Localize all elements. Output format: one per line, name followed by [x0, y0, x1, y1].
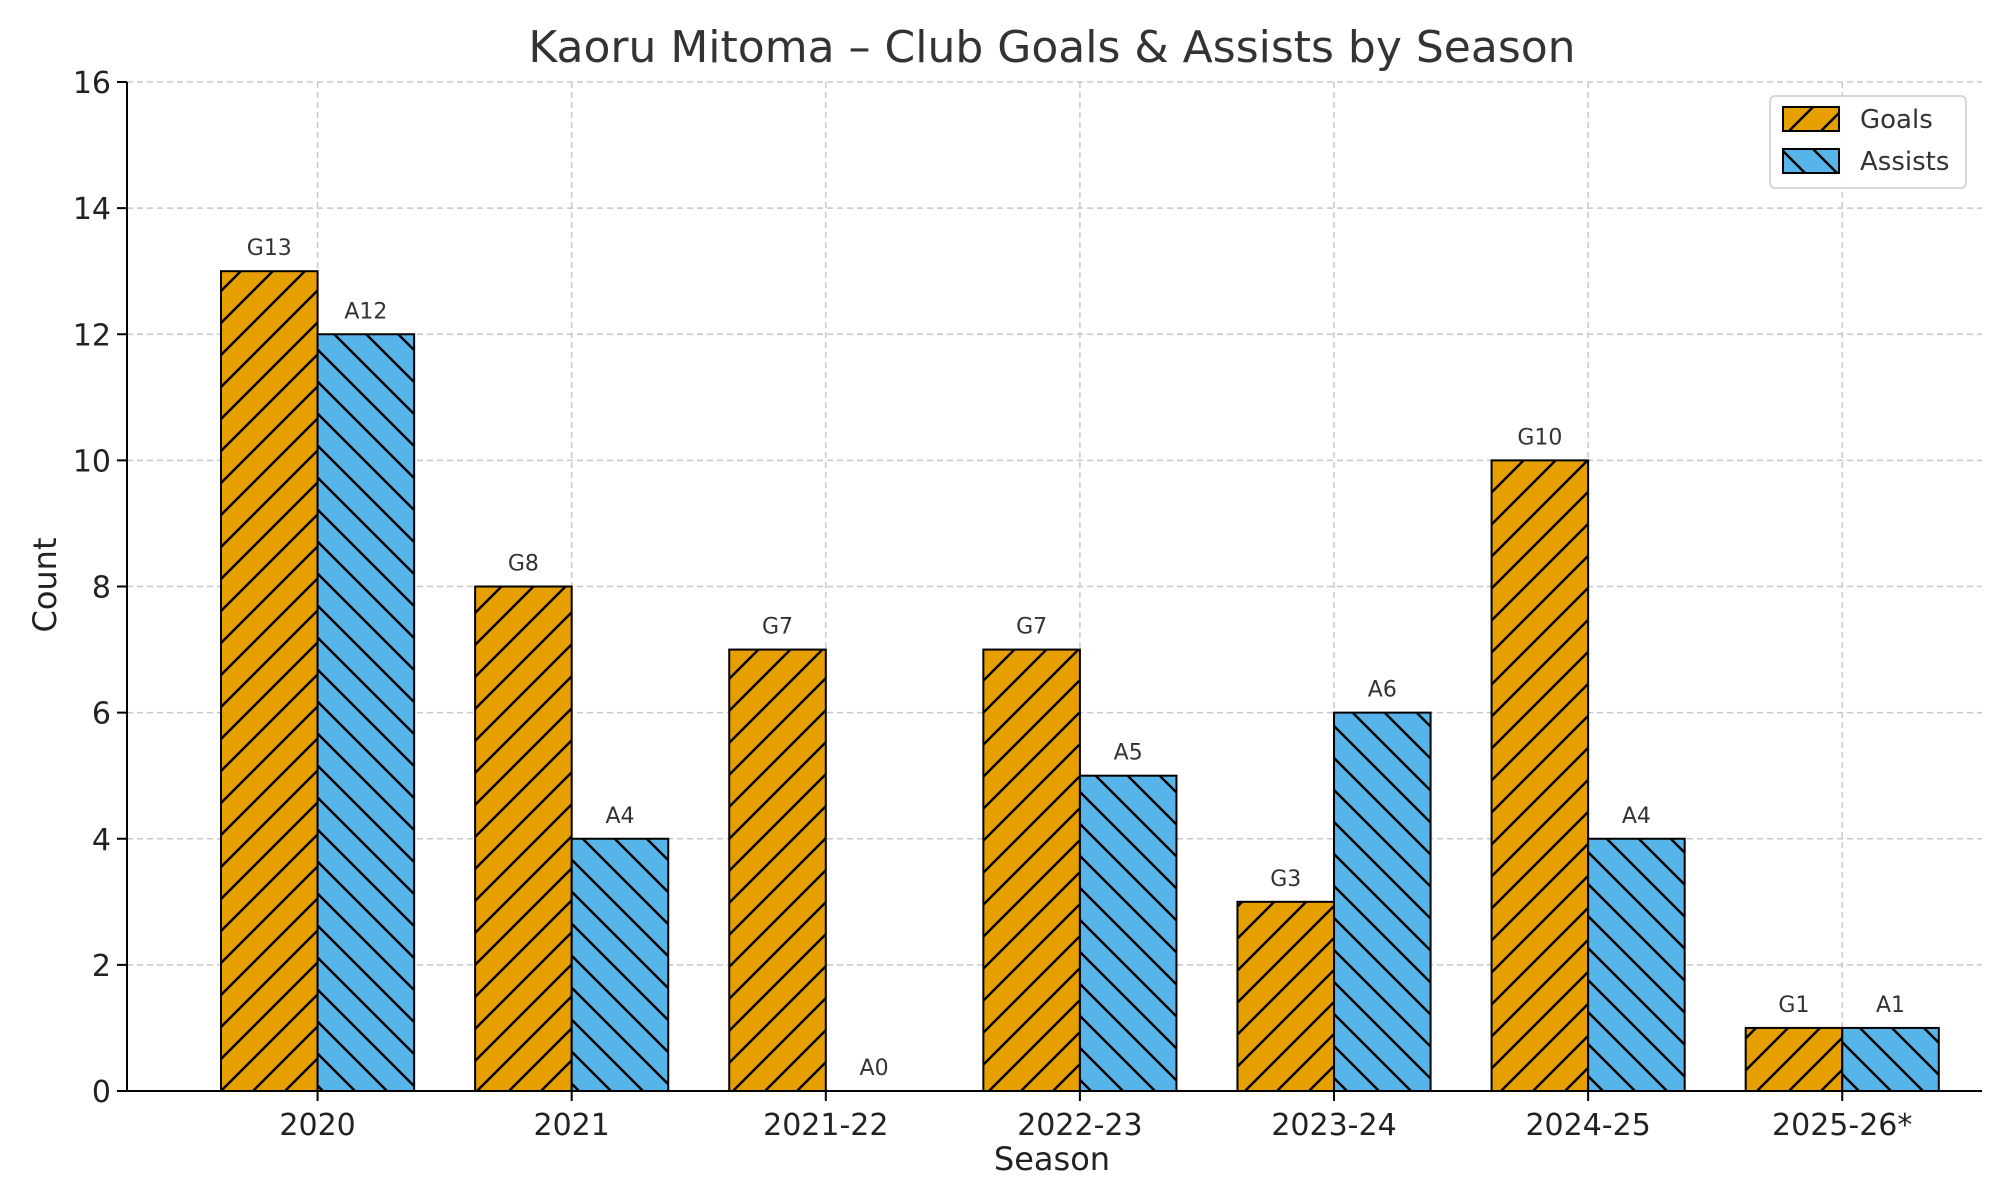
bar-goals [1744, 1026, 1844, 1092]
x-tick-label: 2023-24 [1271, 1108, 1396, 1143]
data-label-goals: G7 [1016, 615, 1047, 640]
x-tick-label: 2021 [534, 1108, 610, 1143]
y-tick-label: 0 [92, 1075, 111, 1110]
bar-goals [1236, 900, 1336, 1092]
legend-label-goals: Goals [1860, 105, 1933, 135]
data-labels: G13 G8 G7 G7 G3 G10 G1 A12 A4 A0 A5 A6 A4 A1 [247, 236, 1905, 1081]
x-tick-label: 2020 [279, 1108, 355, 1143]
bar-assists [316, 333, 416, 1092]
data-label-assists: A0 [860, 1056, 889, 1081]
data-label-goals: G8 [508, 552, 539, 577]
bar-goals [982, 648, 1081, 1092]
x-axis-ticks: 2020 2021 2021-22 2022-23 2023-24 2024-25 2025… [279, 1091, 1912, 1143]
y-tick-label: 6 [92, 697, 111, 732]
chart-title: Kaoru Mitoma – Club Goals & Assists by S… [528, 22, 1575, 73]
x-tick-label: 2021-22 [763, 1108, 888, 1143]
y-tick-label: 16 [73, 66, 111, 101]
data-label-assists: A4 [605, 804, 634, 829]
y-tick-label: 12 [73, 318, 111, 353]
y-tick-label: 14 [73, 192, 111, 227]
x-axis-label: Season [994, 1140, 1110, 1178]
bar-assists [1078, 774, 1178, 1092]
bar-assists [570, 837, 670, 1092]
x-tick-label: 2024-25 [1525, 1108, 1650, 1143]
bar-goals [728, 648, 827, 1092]
data-label-assists: A1 [1876, 993, 1905, 1018]
legend-swatch-goals [1782, 106, 1840, 132]
data-label-goals: G7 [762, 615, 793, 640]
legend-swatch-assists [1782, 148, 1840, 174]
y-axis-ticks: 0 2 4 6 8 10 12 14 16 [73, 66, 127, 1110]
legend: Goals Assists [1769, 95, 1967, 189]
bar-assists [1587, 837, 1686, 1092]
bar-goals [1490, 459, 1590, 1092]
x-tick-label: 2025-26* [1772, 1108, 1912, 1143]
legend-label-assists: Assists [1860, 147, 1949, 177]
bar-assists [1333, 711, 1432, 1092]
bar-goals [474, 585, 573, 1092]
y-tick-label: 8 [92, 571, 111, 606]
bar-assists [1841, 1026, 1940, 1092]
data-label-goals: G3 [1270, 867, 1301, 892]
data-label-goals: G1 [1778, 993, 1809, 1018]
y-tick-label: 2 [92, 949, 111, 984]
data-label-goals: G13 [247, 236, 292, 261]
bar-goals [220, 270, 319, 1092]
y-axis-label: Count [26, 537, 64, 632]
data-label-assists: A4 [1622, 804, 1651, 829]
y-tick-label: 4 [92, 823, 111, 858]
y-tick-label: 10 [73, 444, 111, 479]
bars [220, 270, 1940, 1092]
data-label-assists: A6 [1368, 678, 1397, 703]
data-label-assists: A5 [1114, 741, 1143, 766]
x-tick-label: 2022-23 [1017, 1108, 1142, 1143]
data-label-goals: G10 [1517, 425, 1562, 450]
data-label-assists: A12 [344, 299, 387, 324]
